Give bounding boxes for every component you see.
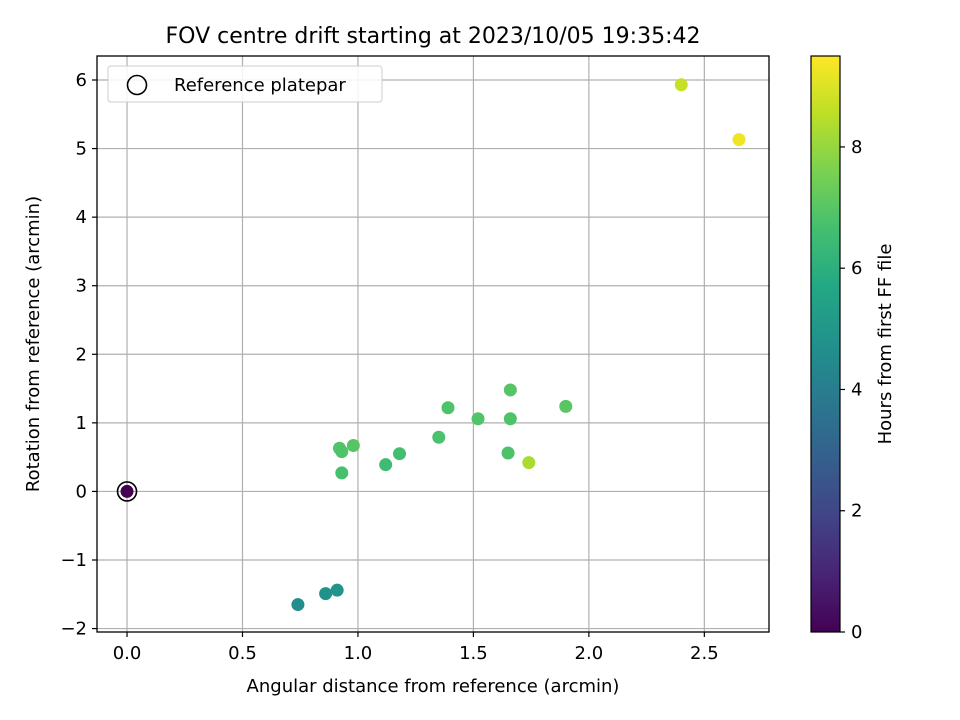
legend-entry-reference-platepar: Reference platepar bbox=[174, 75, 346, 96]
colorbar-tick-label: 6 bbox=[851, 258, 862, 279]
legend-reference-marker bbox=[126, 74, 148, 96]
colorbar-tick-label: 8 bbox=[851, 137, 862, 158]
x-tick-label: 2.0 bbox=[575, 643, 604, 664]
reference-platepar-marker bbox=[116, 481, 138, 502]
x-tick-label: 2.5 bbox=[690, 643, 719, 664]
x-tick-label: 1.0 bbox=[344, 643, 373, 664]
scatter-point bbox=[393, 447, 407, 461]
y-tick-label: 1 bbox=[76, 413, 87, 434]
x-tick-label: 0.5 bbox=[228, 643, 257, 664]
scatter-point bbox=[330, 583, 344, 597]
scatter-point bbox=[674, 78, 688, 92]
colorbar-tick-label: 2 bbox=[851, 501, 862, 522]
data-points bbox=[116, 78, 746, 612]
legend-box bbox=[107, 65, 383, 103]
y-tick-label: 5 bbox=[76, 139, 87, 160]
colorbar-tick-label: 4 bbox=[851, 379, 862, 400]
y-tick-label: 6 bbox=[76, 70, 87, 91]
legend: Reference platepar bbox=[107, 65, 383, 103]
y-tick-label: −2 bbox=[60, 619, 87, 640]
scatter-point bbox=[559, 399, 573, 413]
colorbar-label: Hours from first FF file bbox=[875, 244, 896, 445]
x-axis-label: Angular distance from reference (arcmin) bbox=[247, 676, 620, 697]
colorbar: 0 2 4 6 8 Hours from first FF file bbox=[810, 55, 896, 643]
scatter-point bbox=[732, 133, 746, 147]
scatter-point bbox=[503, 383, 517, 397]
y-tick-label: 2 bbox=[76, 344, 87, 365]
scatter-point bbox=[291, 598, 305, 612]
scatter-point bbox=[120, 484, 134, 498]
scatter-point bbox=[441, 401, 455, 415]
y-axis-ticks: −2 −1 0 1 2 3 4 5 6 bbox=[60, 70, 97, 640]
x-tick-label: 1.5 bbox=[459, 643, 488, 664]
y-axis-label: Rotation from reference (arcmin) bbox=[23, 196, 44, 492]
scatter-point bbox=[335, 445, 349, 459]
colorbar-tick-label: 0 bbox=[851, 622, 862, 643]
y-tick-label: 0 bbox=[76, 481, 87, 502]
scatter-point bbox=[379, 458, 393, 472]
scatter-point bbox=[335, 466, 349, 480]
scatter-point bbox=[432, 430, 446, 444]
colorbar-gradient bbox=[810, 55, 841, 633]
chart-title: FOV centre drift starting at 2023/10/05 … bbox=[166, 24, 701, 49]
colorbar-ticks: 0 2 4 6 8 bbox=[840, 137, 862, 643]
scatter-point bbox=[471, 412, 485, 426]
scatter-point bbox=[319, 587, 333, 601]
grid bbox=[97, 56, 769, 632]
x-axis-ticks: 0.0 0.5 1.0 1.5 2.0 2.5 bbox=[113, 632, 719, 664]
scatter-point bbox=[522, 456, 536, 470]
plot-area-frame bbox=[96, 55, 770, 633]
y-tick-label: −1 bbox=[60, 550, 87, 571]
scatter-point bbox=[346, 438, 360, 452]
y-tick-label: 3 bbox=[76, 276, 87, 297]
scatter-point bbox=[503, 412, 517, 426]
y-tick-label: 4 bbox=[76, 207, 87, 228]
scatter-point bbox=[501, 446, 515, 460]
x-tick-label: 0.0 bbox=[113, 643, 142, 664]
